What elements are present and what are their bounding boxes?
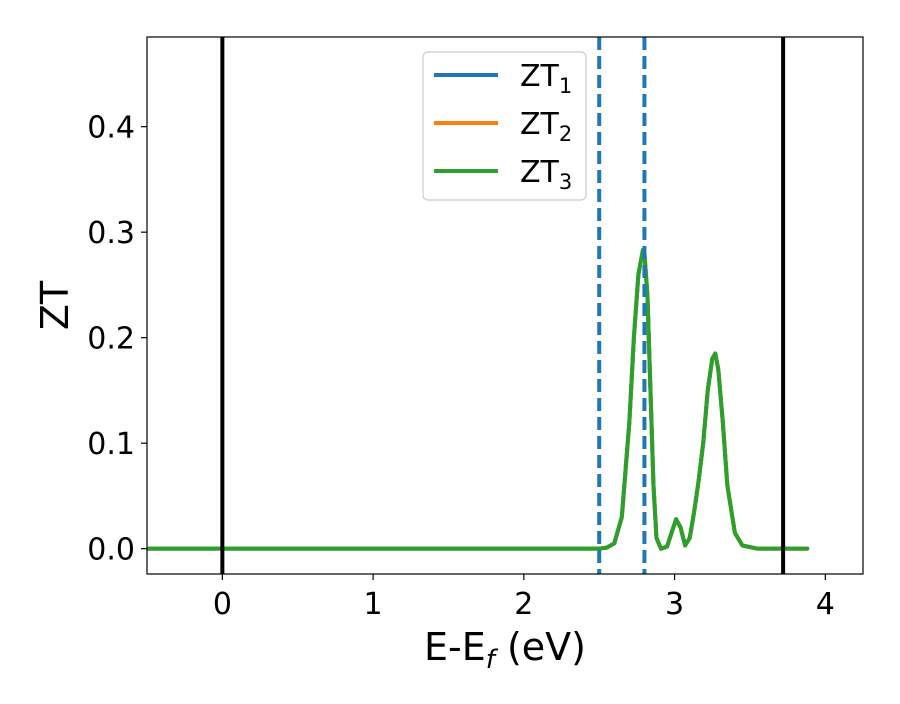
series-line-3	[147, 248, 810, 551]
x-tick-label: 2	[514, 587, 533, 622]
y-tick-label: 0.3	[87, 216, 135, 251]
y-tick-label: 0.1	[87, 427, 135, 462]
x-tick-label: 1	[364, 587, 383, 622]
y-tick-label: 0.0	[87, 533, 135, 568]
legend-label-1: ZT1	[520, 59, 572, 98]
x-axis-label: E-Ef (eV)	[424, 625, 586, 675]
x-tick-label: 4	[816, 587, 835, 622]
x-tick-label: 0	[213, 587, 232, 622]
legend-box	[422, 51, 587, 201]
y-axis-label: ZT	[33, 280, 77, 330]
y-tick-label: 0.2	[87, 322, 135, 357]
legend-label-3: ZT3	[520, 155, 572, 194]
y-tick-label: 0.4	[87, 111, 135, 146]
axes-layer: 0 1 2 3 4 0.0 0.1 0.2 0.3 0.4 E-Ef (eV) ZT	[33, 36, 864, 675]
legend: ZT1 ZT2 ZT3	[422, 51, 587, 201]
axes-frame	[146, 36, 864, 575]
plot-area	[147, 37, 810, 574]
x-tick-label: 3	[665, 587, 684, 622]
legend-label-2: ZT2	[520, 107, 572, 146]
